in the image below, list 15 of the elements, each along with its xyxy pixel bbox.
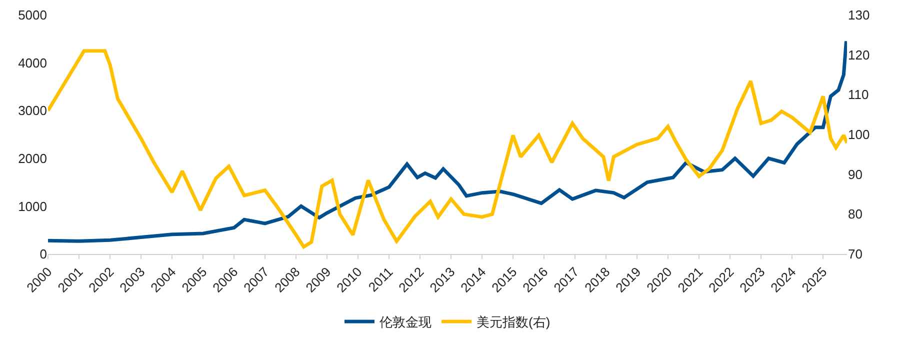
y2-tick-label: 80 [848, 206, 862, 222]
y-tick-label: 2000 [18, 150, 47, 166]
y-tick-label: 4000 [18, 55, 47, 70]
legend-label: 伦敦金现 [380, 314, 432, 330]
y2-tick-label: 130 [848, 8, 870, 23]
y2-tick-label: 70 [848, 246, 862, 262]
y-tick-label: 5000 [18, 8, 47, 23]
legend-label: 美元指数(右) [476, 314, 550, 330]
y2-tick-label: 100 [848, 127, 870, 142]
y-tick-label: 1000 [18, 198, 47, 214]
y2-tick-label: 120 [848, 47, 870, 62]
y2-tick-label: 110 [848, 87, 869, 102]
y-tick-label: 0 [40, 246, 47, 262]
y-tick-label: 3000 [18, 103, 47, 118]
y2-tick-label: 90 [848, 166, 862, 182]
